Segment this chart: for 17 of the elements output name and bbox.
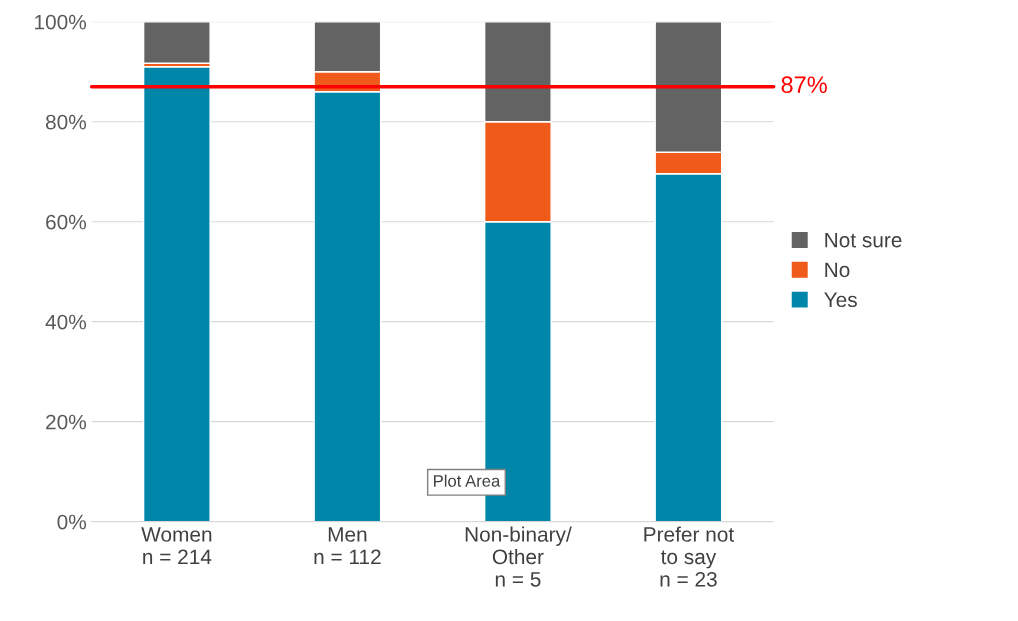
x-tick-label: Men n = 112: [314, 527, 381, 565]
y-tick-label: 40%: [45, 314, 87, 330]
y-tick-label: 0%: [57, 514, 87, 530]
x-tick-label: Prefer not to say n = 23: [644, 526, 735, 587]
annotation: Plot Area: [434, 474, 501, 487]
y-tick-label: 20%: [46, 414, 87, 430]
y-tick-label: 80%: [45, 114, 87, 130]
ref-line-label: 87%: [781, 76, 827, 94]
y-tick-label: 100%: [35, 14, 87, 30]
legend-label: Not sure: [825, 232, 902, 248]
bar: [142, 21, 211, 64]
legend-label: Yes: [824, 292, 857, 308]
x-tick-label: Non-binary/ Other n = 5: [465, 526, 572, 587]
legend-label: No: [825, 262, 850, 278]
y-tick-label: 60%: [46, 214, 87, 230]
x-tick-label: Women n = 214: [141, 527, 212, 565]
bar: [142, 66, 211, 522]
